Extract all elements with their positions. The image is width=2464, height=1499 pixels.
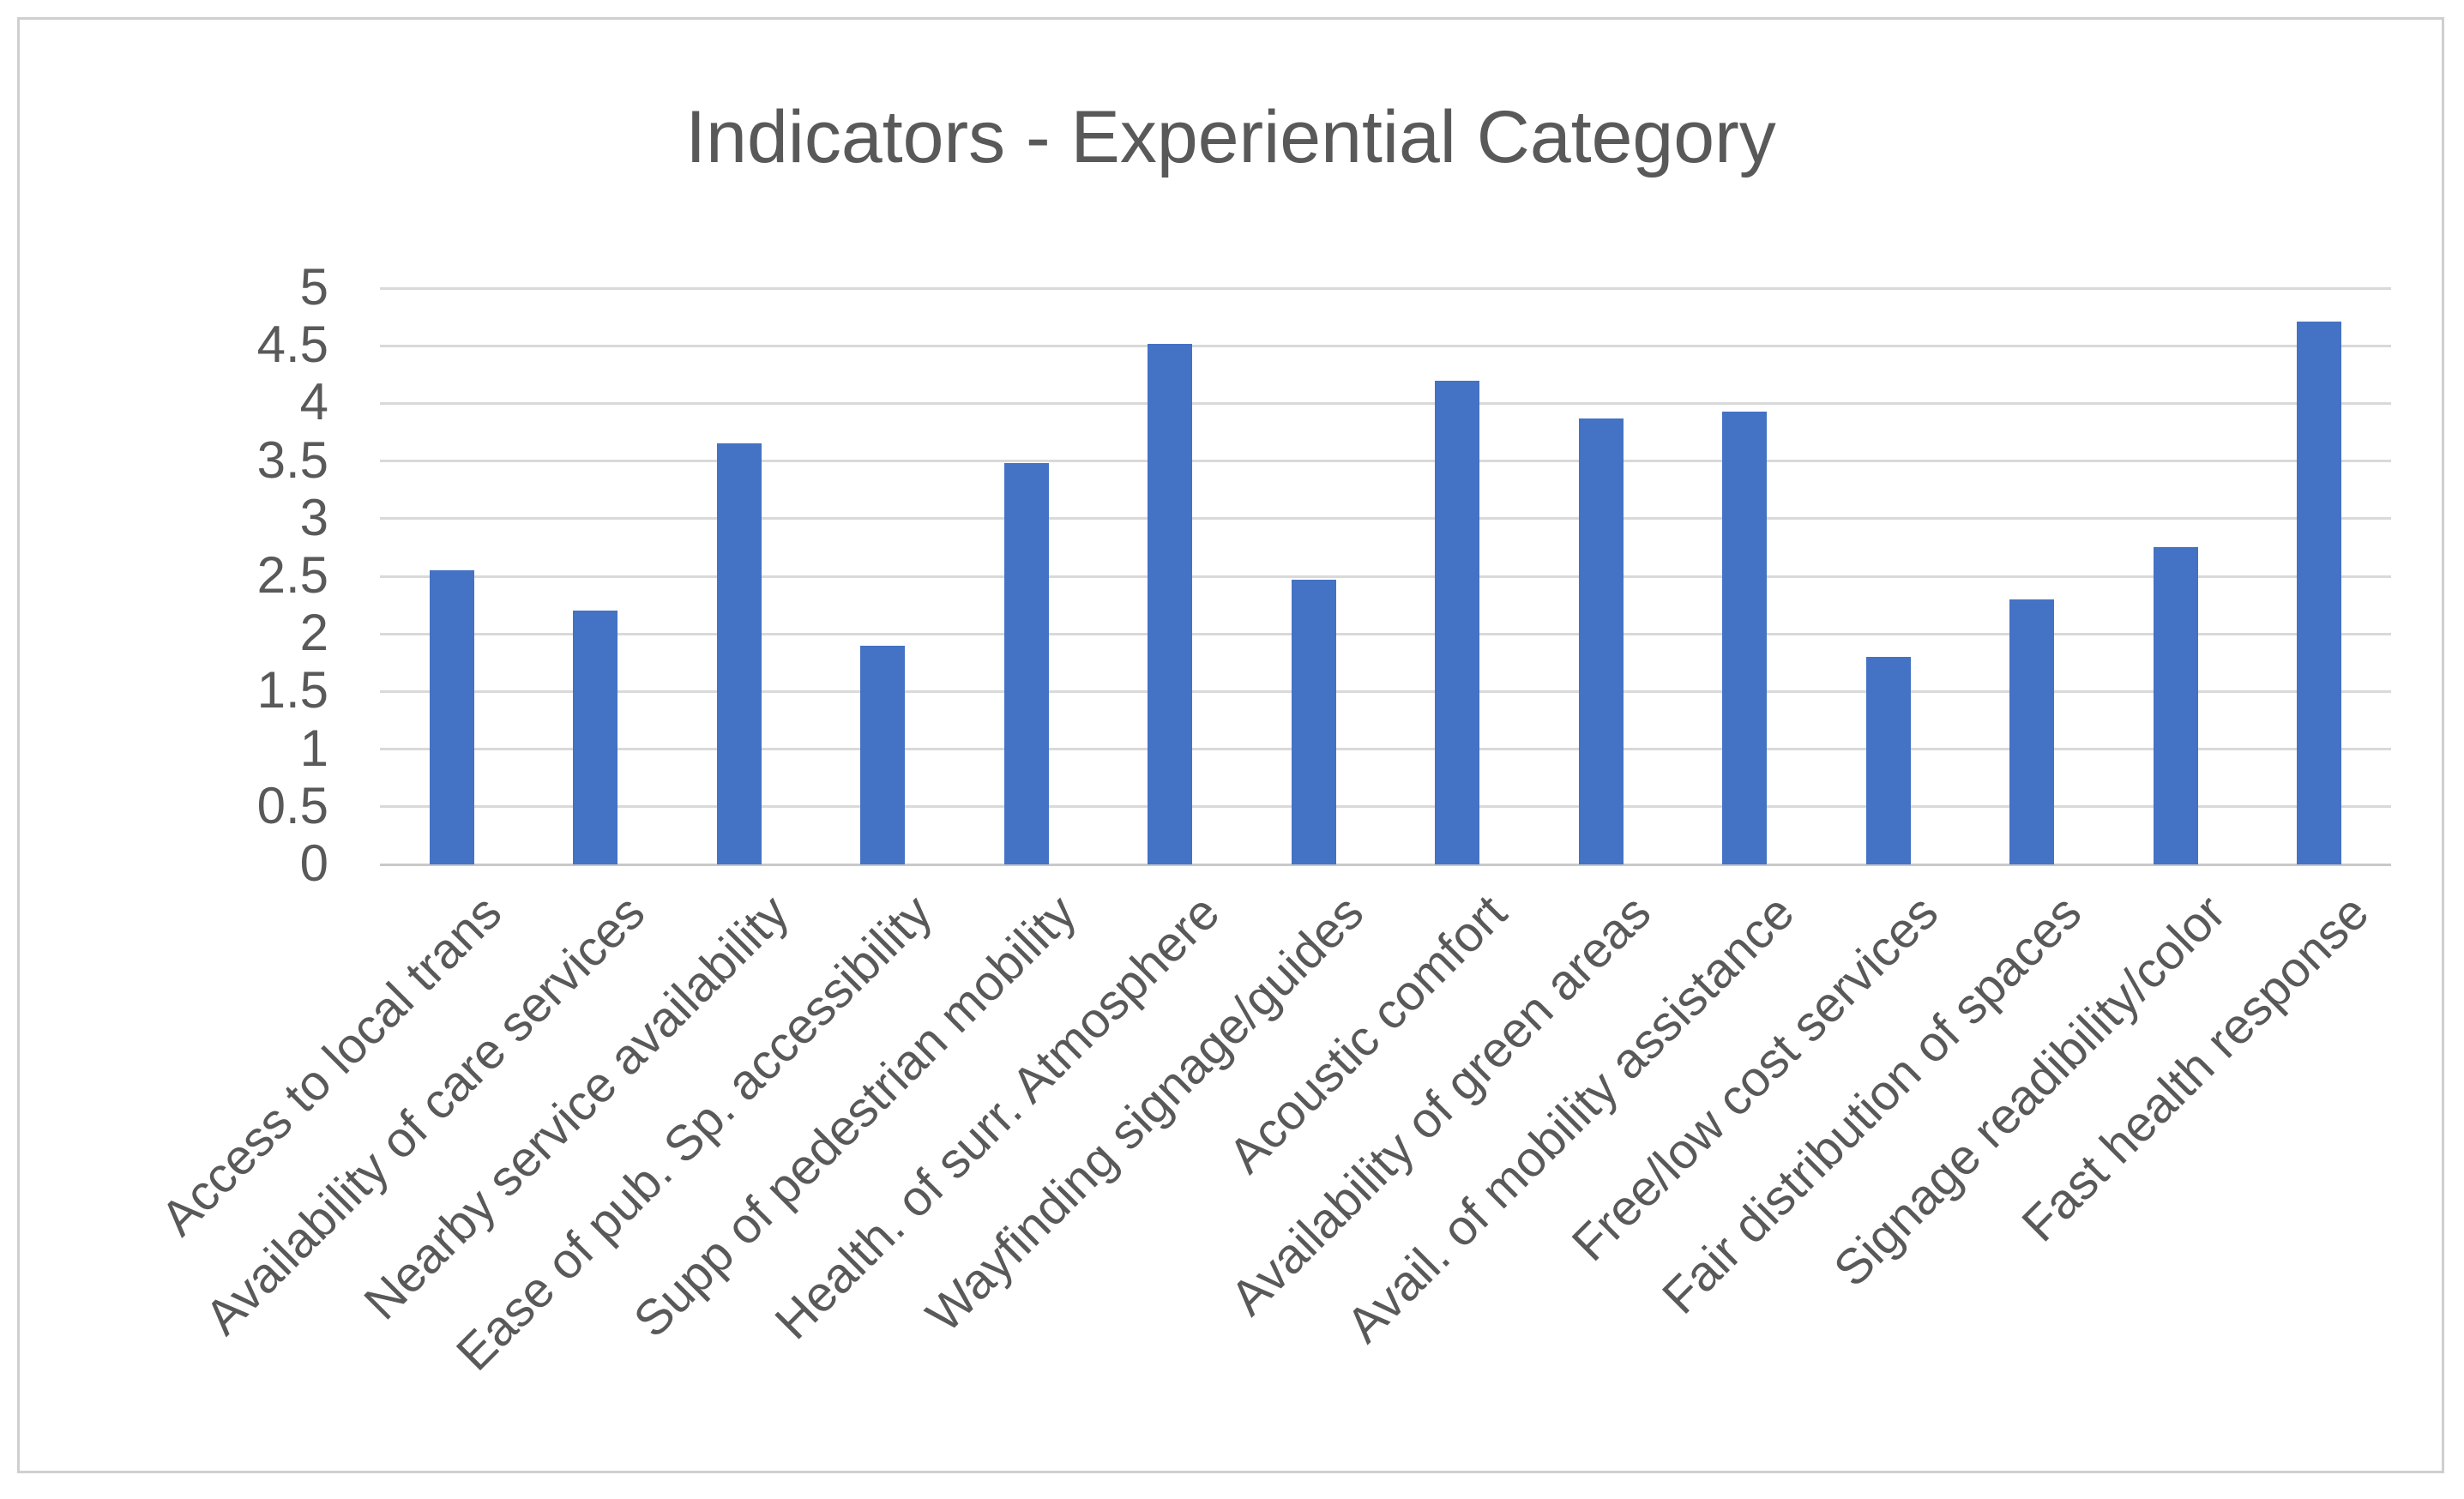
bar: [2153, 547, 2198, 864]
gridline: [380, 748, 2391, 751]
gridline: [380, 575, 2391, 578]
y-tick-label: 3: [299, 488, 328, 546]
bar: [429, 570, 474, 864]
bar: [1435, 380, 1480, 864]
bar: [1578, 418, 1624, 864]
plot-area: [380, 286, 2391, 866]
x-axis-line: [380, 863, 2391, 866]
chart-title: Indicators - Experiential Category: [685, 96, 1776, 178]
bar: [1148, 343, 1193, 864]
bar: [1291, 580, 1336, 864]
bar: [573, 611, 618, 864]
y-tick-label: 0: [299, 834, 328, 892]
gridline: [380, 344, 2391, 347]
bar: [716, 443, 762, 864]
y-tick-label: 4.5: [256, 315, 328, 373]
bar: [860, 645, 906, 864]
x-axis-labels: Access to local trans Availability of car…: [150, 873, 2391, 1499]
bar: [1865, 657, 1911, 864]
bar: [2297, 321, 2342, 864]
bar: [1003, 463, 1049, 864]
gridline: [380, 460, 2391, 463]
y-tick-label: 4: [299, 373, 328, 431]
y-tick-label: 5: [299, 257, 328, 316]
gridline: [380, 632, 2391, 635]
y-tick-label: 1: [299, 719, 328, 777]
y-tick-label: 0.5: [256, 776, 328, 834]
y-tick-label: 2.5: [256, 545, 328, 604]
bar: [1722, 411, 1768, 864]
bar: [2009, 599, 2055, 864]
y-tick-label: 1.5: [256, 661, 328, 719]
gridline: [380, 805, 2391, 809]
y-tick-label: 3.5: [256, 430, 328, 489]
gridline: [380, 286, 2391, 290]
chart-frame: Indicators - Experiential Category 0 0.5 1…: [17, 17, 2444, 1473]
gridline: [380, 401, 2391, 405]
gridline: [380, 689, 2391, 693]
y-axis-labels: 0 0.5 1 1.5 2 2.5 3 3.5 4 4.5 5: [20, 261, 358, 888]
y-tick-label: 2: [299, 603, 328, 661]
gridline: [380, 517, 2391, 521]
